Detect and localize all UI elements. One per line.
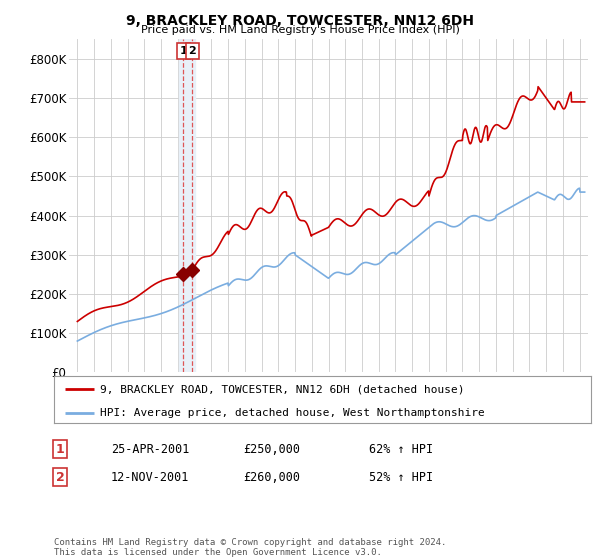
Text: 1: 1	[56, 442, 64, 456]
Bar	[179, 39, 196, 372]
Text: HPI: Average price, detached house, West Northamptonshire: HPI: Average price, detached house, West…	[100, 408, 484, 418]
Text: 9, BRACKLEY ROAD, TOWCESTER, NN12 6DH (detached house): 9, BRACKLEY ROAD, TOWCESTER, NN12 6DH (d…	[100, 384, 464, 394]
Text: 2: 2	[56, 470, 64, 484]
Text: 12-NOV-2001: 12-NOV-2001	[111, 470, 190, 484]
Text: Contains HM Land Registry data © Crown copyright and database right 2024.
This d: Contains HM Land Registry data © Crown c…	[54, 538, 446, 557]
Text: Price paid vs. HM Land Registry's House Price Index (HPI): Price paid vs. HM Land Registry's House …	[140, 25, 460, 35]
Text: 2: 2	[188, 46, 196, 56]
Text: £250,000: £250,000	[243, 442, 300, 456]
Text: 62% ↑ HPI: 62% ↑ HPI	[369, 442, 433, 456]
Text: 52% ↑ HPI: 52% ↑ HPI	[369, 470, 433, 484]
Text: 25-APR-2001: 25-APR-2001	[111, 442, 190, 456]
Text: 1: 1	[179, 46, 187, 56]
Text: £260,000: £260,000	[243, 470, 300, 484]
Text: 9, BRACKLEY ROAD, TOWCESTER, NN12 6DH: 9, BRACKLEY ROAD, TOWCESTER, NN12 6DH	[126, 14, 474, 28]
